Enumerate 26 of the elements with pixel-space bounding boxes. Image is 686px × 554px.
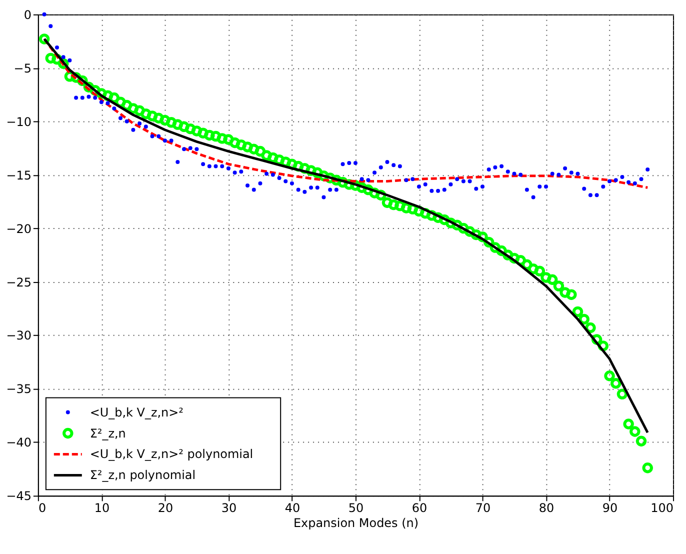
legend-label: <U_b,k V_z,n>² polynomial — [90, 447, 254, 462]
y-tick-label: −45 — [6, 489, 32, 504]
y-tick-label: 0 — [24, 8, 32, 22]
y-tick-label: −5 — [14, 61, 32, 76]
y-tick-label: −15 — [6, 168, 32, 182]
legend-label: Σ²_z,n polynomial — [90, 468, 196, 482]
x-axis-title: Expansion Modes (n) — [293, 516, 418, 530]
y-tick-label: −30 — [6, 328, 32, 343]
x-tick-label: 60 — [412, 501, 428, 516]
y-tick-label: −25 — [6, 275, 32, 290]
x-tick-label: 0 — [38, 501, 46, 516]
x-tick-label: 20 — [158, 501, 174, 516]
y-tick-label: −35 — [6, 382, 32, 396]
legend-label: <U_b,k V_z,n>² — [90, 405, 184, 420]
x-tick-label: 40 — [284, 501, 300, 516]
x-tick-label: 30 — [221, 501, 237, 516]
x-tick-label: 90 — [602, 501, 618, 516]
y-tick-label: −20 — [6, 222, 32, 236]
x-tick-label: 70 — [475, 501, 491, 516]
x-tick-label: 80 — [538, 501, 554, 516]
y-tick-label: −40 — [6, 436, 32, 450]
x-tick-label: 50 — [348, 501, 364, 516]
x-tick-label: 100 — [650, 501, 674, 516]
y-tick-label: −10 — [6, 114, 32, 129]
x-tick-label: 10 — [94, 501, 110, 516]
legend-label: Σ²_z,n — [90, 426, 126, 440]
